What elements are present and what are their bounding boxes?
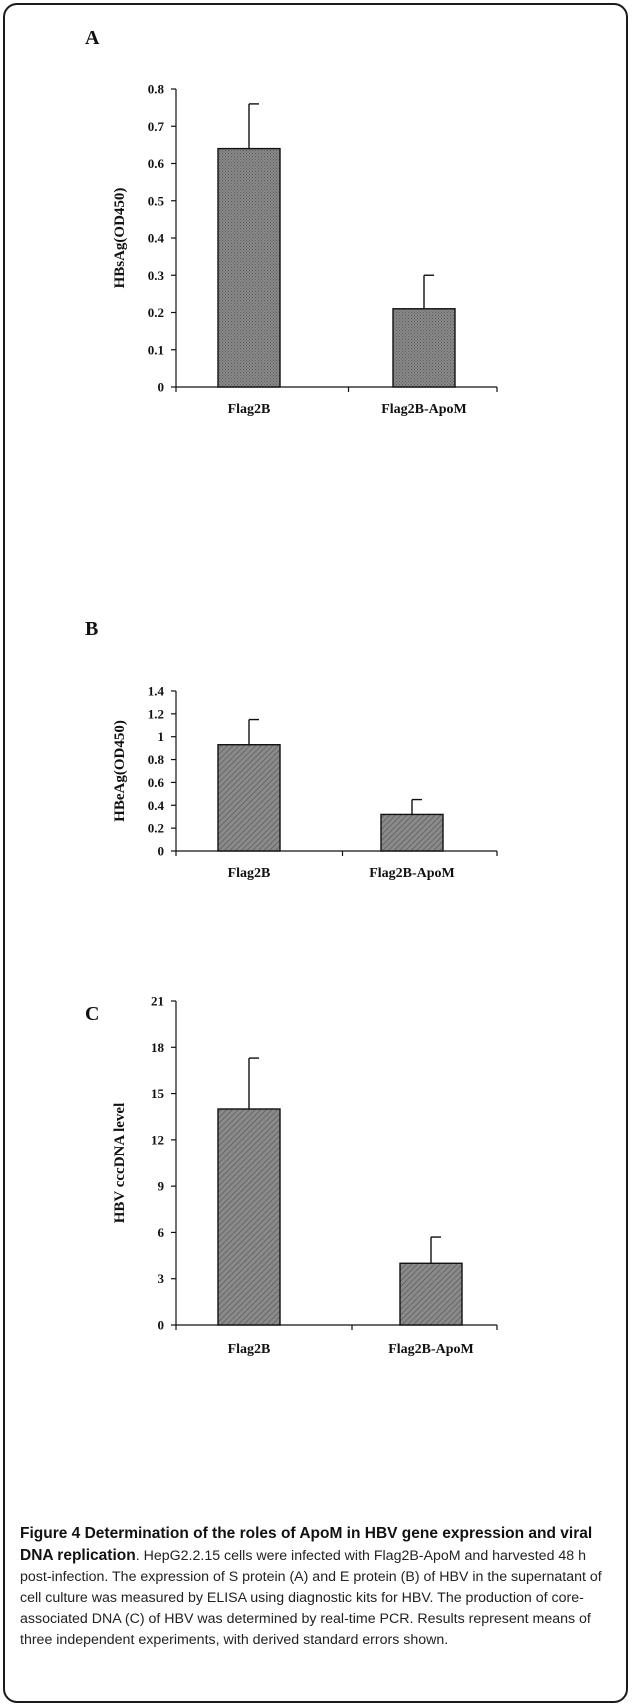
bar: [399, 1262, 463, 1326]
y-tick-label: 12: [151, 1132, 164, 1147]
y-tick-label: 0.8: [148, 752, 165, 767]
y-tick-label: 21: [151, 994, 164, 1009]
panel-letter: C: [85, 1003, 99, 1025]
y-tick-label: 0.6: [148, 156, 165, 171]
bar: [217, 744, 281, 852]
y-tick-label: 1: [158, 729, 165, 744]
y-tick-label: 0.2: [148, 305, 164, 320]
y-tick-label: 0.3: [148, 268, 165, 283]
panel-letter: A: [85, 27, 100, 49]
bar: [380, 813, 444, 852]
y-axis-title: HBV cccDNA level: [112, 1103, 128, 1224]
y-axis-title: HBeAg(OD450): [112, 720, 128, 822]
bar: [217, 1108, 281, 1326]
y-tick-label: 9: [158, 1179, 165, 1194]
y-tick-label: 0: [158, 1318, 165, 1333]
bar: [217, 147, 281, 388]
y-tick-label: 0: [158, 844, 165, 859]
y-tick-label: 0.8: [148, 82, 165, 97]
y-tick-label: 1.4: [148, 684, 165, 699]
category-label: Flag2B: [228, 402, 271, 417]
y-tick-label: 0.2: [148, 821, 164, 836]
y-tick-label: 0.6: [148, 775, 165, 790]
bar: [392, 308, 456, 388]
chart-panel-b: B 0 0.2 0.4 0.6 0.8 1 1.2 1.4 HBeAg(OD450) Flag2B F…: [85, 618, 498, 881]
y-tick-label: 0.5: [148, 193, 165, 208]
y-tick-label: 15: [151, 1086, 165, 1101]
category-label: Flag2B-ApoM: [381, 402, 467, 417]
chart-panel-c: C 0 3 6 9 12 15 18 21 HBV cccDNA level Flag2B Flag2…: [85, 994, 498, 1357]
y-tick-label: 0: [158, 380, 165, 395]
y-tick-label: 0.1: [148, 342, 164, 357]
y-tick-label: 0.4: [148, 798, 165, 813]
y-tick-label: 3: [158, 1271, 165, 1286]
category-label: Flag2B-ApoM: [369, 866, 455, 881]
figure-frame: [3, 3, 628, 1703]
caption-body: . HepG2.2.15 cells were infected with Fl…: [20, 1548, 602, 1648]
chart-panel-a: A 0 0.1 0.2 0.3 0.4 0.5 0.6 0.7 0.8 HBsAg(OD450) Fl…: [85, 27, 498, 417]
y-tick-label: 6: [158, 1225, 165, 1240]
category-label: Flag2B: [228, 866, 271, 881]
category-label: Flag2B: [228, 1342, 271, 1357]
panel-letter: B: [85, 618, 98, 640]
figure-caption: Figure 4 Determination of the roles of A…: [20, 1523, 616, 1651]
category-label: Flag2B-ApoM: [388, 1342, 474, 1357]
caption-title: Figure 4 Determination of the roles of A…: [20, 1525, 593, 1564]
y-tick-label: 18: [151, 1040, 165, 1055]
y-tick-label: 1.2: [148, 706, 164, 721]
y-axis-title: HBsAg(OD450): [112, 188, 128, 289]
y-tick-label: 0.4: [148, 231, 165, 246]
y-tick-label: 0.7: [148, 119, 165, 134]
